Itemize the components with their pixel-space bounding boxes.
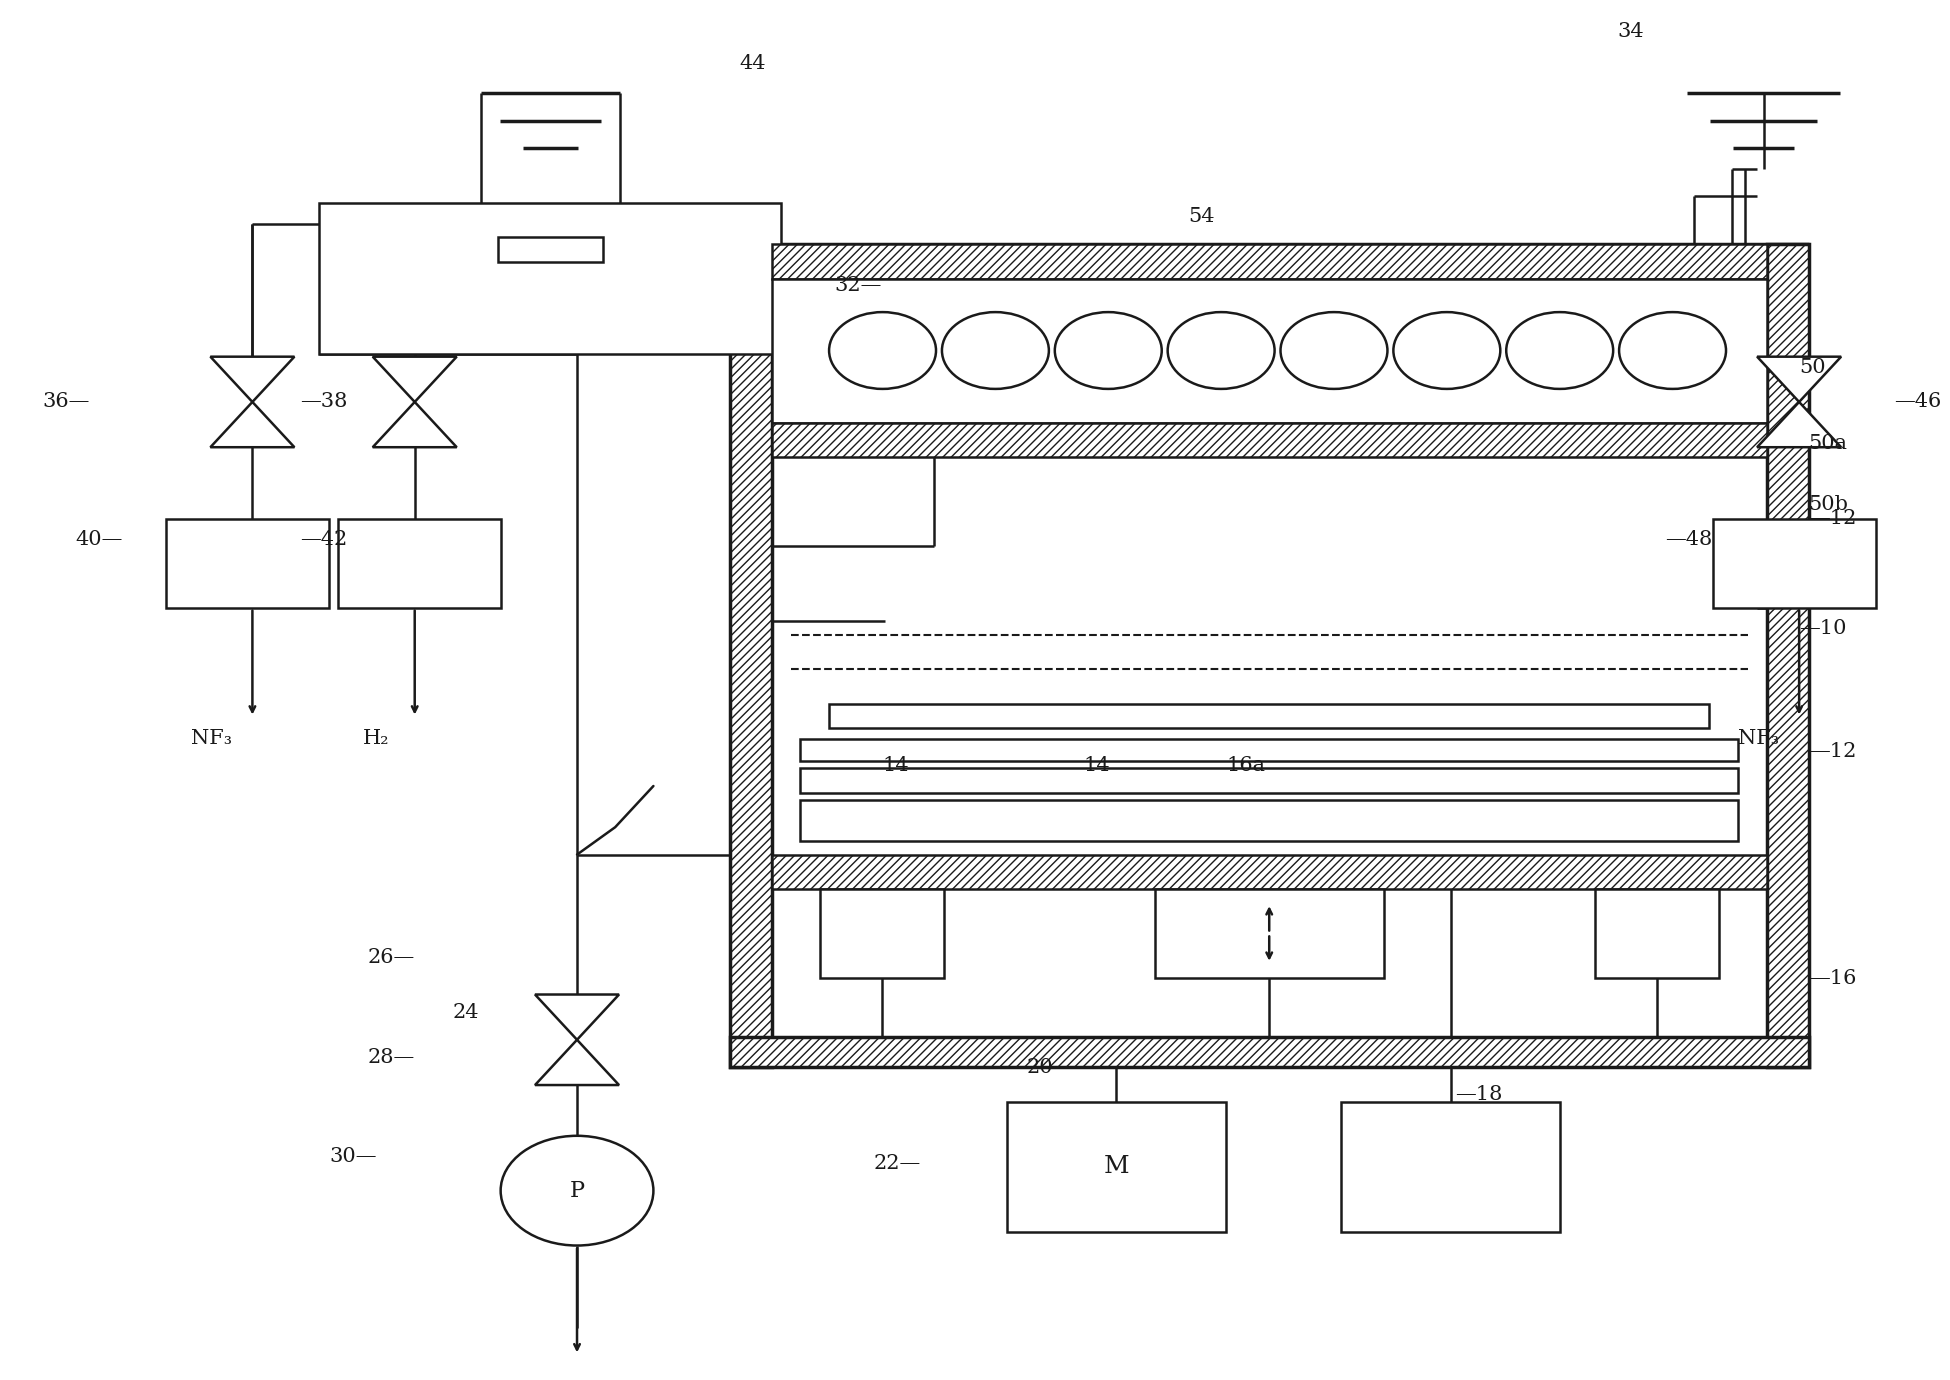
Circle shape bbox=[1281, 312, 1388, 389]
Polygon shape bbox=[372, 356, 456, 402]
Bar bbox=[729, 244, 1810, 1067]
Bar bbox=[819, 889, 944, 978]
Text: 32—: 32— bbox=[835, 276, 881, 295]
Circle shape bbox=[1168, 312, 1275, 389]
Bar bbox=[800, 769, 1737, 794]
Bar bbox=[320, 203, 782, 353]
Bar bbox=[166, 519, 330, 607]
Text: —48: —48 bbox=[1665, 530, 1712, 549]
Text: 30—: 30— bbox=[330, 1147, 376, 1166]
Bar bbox=[829, 704, 1710, 729]
Circle shape bbox=[829, 312, 936, 389]
Text: 50a: 50a bbox=[1810, 433, 1849, 453]
Text: 22—: 22— bbox=[874, 1154, 920, 1173]
Text: —12: —12 bbox=[1810, 742, 1856, 762]
Polygon shape bbox=[211, 356, 294, 402]
Circle shape bbox=[501, 1136, 653, 1246]
Polygon shape bbox=[534, 995, 618, 1039]
Text: 20—: 20— bbox=[1026, 1057, 1074, 1076]
Bar bbox=[1154, 889, 1384, 978]
Text: 44: 44 bbox=[739, 54, 766, 73]
Circle shape bbox=[1618, 312, 1726, 389]
Text: NF₃: NF₃ bbox=[1737, 729, 1778, 748]
Bar bbox=[800, 800, 1737, 840]
Text: —10: —10 bbox=[1800, 618, 1847, 638]
Text: —12: —12 bbox=[1810, 509, 1856, 529]
Bar bbox=[772, 854, 1767, 889]
Bar bbox=[772, 244, 1767, 279]
Polygon shape bbox=[211, 402, 294, 447]
Text: P: P bbox=[569, 1180, 585, 1202]
Text: 50b: 50b bbox=[1810, 495, 1849, 515]
Circle shape bbox=[942, 312, 1049, 389]
Circle shape bbox=[1505, 312, 1613, 389]
Text: 16a: 16a bbox=[1227, 756, 1266, 776]
Bar bbox=[1714, 519, 1876, 607]
Text: —46: —46 bbox=[1895, 392, 1942, 411]
Polygon shape bbox=[1757, 402, 1841, 447]
Text: —42: —42 bbox=[300, 530, 347, 549]
Text: 26—: 26— bbox=[367, 948, 415, 967]
Bar bbox=[497, 237, 603, 262]
Text: 24: 24 bbox=[452, 1003, 480, 1021]
Polygon shape bbox=[372, 402, 456, 447]
Bar bbox=[1767, 244, 1810, 1067]
Circle shape bbox=[1055, 312, 1162, 389]
Text: —18: —18 bbox=[1455, 1085, 1503, 1104]
Bar bbox=[772, 279, 1767, 422]
Text: —16: —16 bbox=[1810, 969, 1856, 988]
Text: 54: 54 bbox=[1188, 207, 1215, 226]
Polygon shape bbox=[534, 1039, 618, 1085]
Text: H₂: H₂ bbox=[363, 729, 390, 748]
Bar bbox=[772, 422, 1767, 457]
Text: 40—: 40— bbox=[76, 530, 123, 549]
Text: M: M bbox=[1104, 1155, 1129, 1179]
Bar bbox=[339, 519, 501, 607]
Text: 34: 34 bbox=[1618, 22, 1644, 41]
Bar bbox=[1006, 1101, 1227, 1232]
Circle shape bbox=[1394, 312, 1500, 389]
Bar bbox=[1595, 889, 1718, 978]
Text: 36—: 36— bbox=[43, 392, 90, 411]
Text: 28—: 28— bbox=[367, 1047, 415, 1067]
Text: NF₃: NF₃ bbox=[191, 729, 232, 748]
Bar bbox=[800, 740, 1737, 762]
Polygon shape bbox=[1757, 356, 1841, 402]
Text: 50: 50 bbox=[1800, 359, 1825, 377]
Bar bbox=[729, 244, 772, 1067]
Text: 14: 14 bbox=[883, 756, 909, 776]
Bar bbox=[729, 1036, 1810, 1067]
Bar bbox=[1342, 1101, 1560, 1232]
Text: 14: 14 bbox=[1082, 756, 1110, 776]
Text: —38: —38 bbox=[300, 392, 347, 411]
